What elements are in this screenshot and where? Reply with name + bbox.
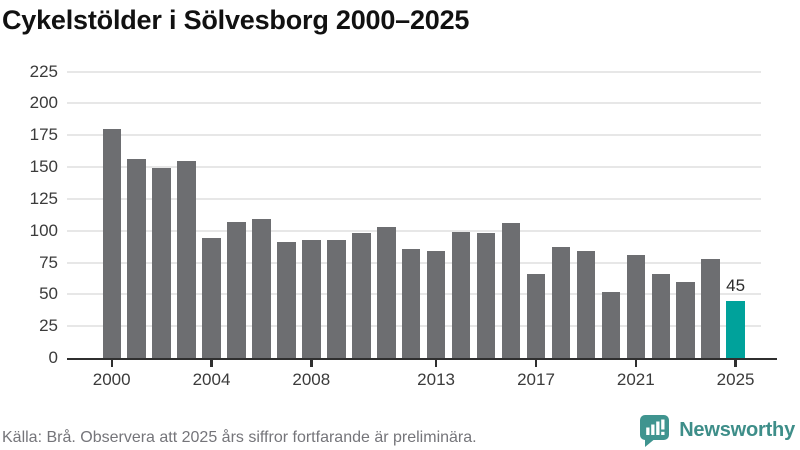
bar-2024 (701, 258, 720, 358)
x-axis-tick (210, 360, 213, 367)
x-axis-line (67, 357, 777, 360)
bar-2009 (327, 239, 346, 358)
bar-2008 (302, 239, 321, 358)
x-axis-tick-label: 2017 (517, 370, 555, 389)
bar-2000 (102, 128, 121, 358)
x-axis-tick (534, 360, 538, 367)
x-axis-tick-label: 2000 (92, 370, 131, 389)
chart-title: Cykelstölder i Sölvesborg 2000–2025 (2, 5, 470, 35)
y-axis-tick-label: 150 (29, 157, 58, 177)
y-axis-tick-label: 125 (29, 188, 58, 208)
source-note: Källa: Brå. Observera att 2025 års siffr… (2, 429, 477, 446)
bar-2017 (526, 274, 546, 358)
bar-2002 (152, 168, 171, 358)
newsworthy-speech-bubble-chart-icon (638, 413, 671, 447)
gridline (67, 166, 761, 169)
y-axis-tick-label: 50 (39, 284, 58, 304)
bar-2016 (501, 223, 521, 358)
bar-2020 (601, 291, 621, 358)
bar-2023 (676, 281, 695, 358)
gridline (67, 197, 761, 200)
newsworthy-logo[interactable]: Newsworthy (638, 413, 795, 447)
gridline (67, 102, 761, 105)
x-axis-tick (634, 360, 637, 367)
newsworthy-wordmark: Newsworthy (679, 418, 795, 441)
x-axis-tick-label: 2021 (616, 370, 655, 389)
x-axis-tick (110, 360, 113, 367)
y-axis-tick-label: 75 (39, 252, 58, 272)
y-axis-tick-label: 25 (39, 316, 58, 336)
bar-2021 (626, 254, 645, 358)
y-axis-tick-label: 0 (48, 348, 58, 367)
x-axis-tick (734, 360, 737, 367)
bar-2004 (202, 238, 221, 358)
x-axis-tick-label: 2025 (716, 370, 755, 389)
x-axis-tick-label: 2008 (292, 370, 331, 389)
bar-2013 (426, 251, 446, 358)
x-axis-tick (434, 360, 438, 367)
bar-2003 (177, 160, 196, 358)
y-axis-tick-label: 225 (29, 61, 58, 81)
bar-2011 (377, 226, 396, 358)
y-axis-tick-label: 100 (29, 220, 58, 240)
bar-2014 (451, 232, 471, 358)
bar-2012 (401, 248, 421, 358)
x-axis-tick-label: 2004 (192, 370, 231, 389)
bar-2007 (277, 242, 296, 358)
gridline (67, 229, 761, 232)
y-axis-tick-label: 200 (29, 93, 58, 113)
bar-2006 (252, 219, 271, 358)
bar-2019 (576, 251, 596, 358)
x-axis-tick-label: 2013 (417, 370, 455, 389)
bar-2022 (651, 274, 670, 358)
bar-2005 (227, 221, 246, 358)
bar-2018 (551, 247, 571, 358)
bar-2001 (127, 159, 146, 358)
x-axis-tick (310, 360, 313, 367)
gridline (67, 134, 761, 137)
gridline (67, 70, 761, 73)
value-label: 45 (726, 275, 746, 295)
bar-2015 (476, 233, 496, 358)
bar-2010 (352, 233, 371, 358)
bar-2025 (726, 300, 745, 358)
y-axis-tick-label: 175 (29, 125, 58, 145)
